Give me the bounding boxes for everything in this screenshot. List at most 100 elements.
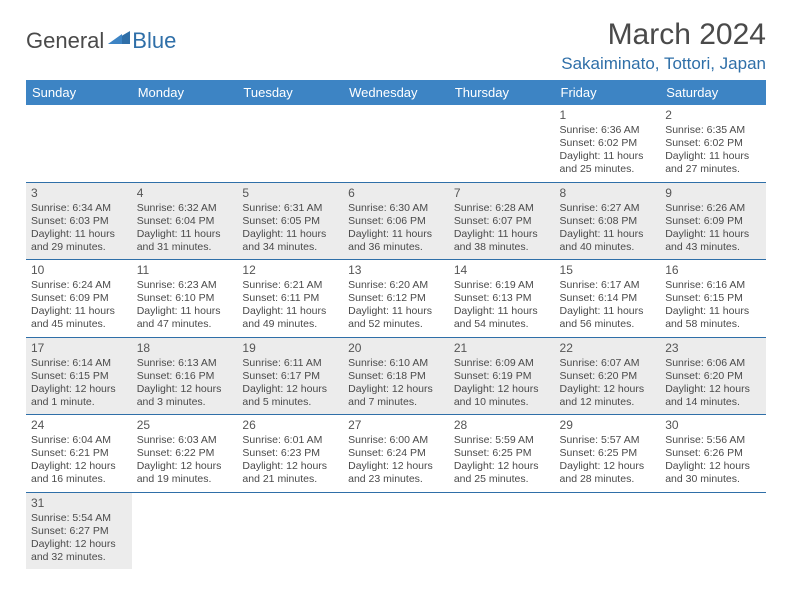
calendar-cell: 31Sunrise: 5:54 AMSunset: 6:27 PMDayligh…	[26, 492, 132, 569]
sunset-text: Sunset: 6:11 PM	[242, 292, 338, 305]
daylight-text: and 16 minutes.	[31, 473, 127, 486]
sunrise-text: Sunrise: 5:54 AM	[31, 512, 127, 525]
sunrise-text: Sunrise: 5:59 AM	[454, 434, 550, 447]
sunset-text: Sunset: 6:02 PM	[560, 137, 656, 150]
header-bar: General Blue March 2024 Sakaiminato, Tot…	[26, 18, 766, 74]
day-number: 11	[137, 263, 233, 278]
day-header: Wednesday	[343, 80, 449, 105]
sunset-text: Sunset: 6:15 PM	[665, 292, 761, 305]
calendar-week: 24Sunrise: 6:04 AMSunset: 6:21 PM Dayligh…	[26, 415, 766, 493]
day-header: Saturday	[660, 80, 766, 105]
day-number: 27	[348, 418, 444, 433]
daylight-text: Daylight: 11 hours	[665, 228, 761, 241]
sunset-text: Sunset: 6:14 PM	[560, 292, 656, 305]
calendar-cell: 9Sunrise: 6:26 AMSunset: 6:09 PMDaylight…	[660, 182, 766, 260]
daylight-text: and 25 minutes.	[560, 163, 656, 176]
title-block: March 2024 Sakaiminato, Tottori, Japan	[561, 18, 766, 74]
sunset-text: Sunset: 6:10 PM	[137, 292, 233, 305]
sunrise-text: Sunrise: 6:11 AM	[242, 357, 338, 370]
sunrise-text: Sunrise: 6:07 AM	[560, 357, 656, 370]
daylight-text: and 30 minutes.	[665, 473, 761, 486]
calendar-week: 3Sunrise: 6:34 AMSunset: 6:03 PMDaylight…	[26, 182, 766, 260]
sunrise-text: Sunrise: 6:30 AM	[348, 202, 444, 215]
daylight-text: Daylight: 12 hours	[454, 460, 550, 473]
day-number: 30	[665, 418, 761, 433]
sunrise-text: Sunrise: 6:09 AM	[454, 357, 550, 370]
sunset-text: Sunset: 6:21 PM	[31, 447, 127, 460]
sunrise-text: Sunrise: 6:10 AM	[348, 357, 444, 370]
daylight-text: and 5 minutes.	[242, 396, 338, 409]
sunrise-text: Sunrise: 6:36 AM	[560, 124, 656, 137]
sunset-text: Sunset: 6:06 PM	[348, 215, 444, 228]
daylight-text: and 10 minutes.	[454, 396, 550, 409]
sunrise-text: Sunrise: 6:01 AM	[242, 434, 338, 447]
sunrise-text: Sunrise: 6:20 AM	[348, 279, 444, 292]
daylight-text: Daylight: 12 hours	[31, 538, 127, 551]
day-number: 5	[242, 186, 338, 201]
calendar-cell: 20Sunrise: 6:10 AMSunset: 6:18 PMDayligh…	[343, 337, 449, 415]
daylight-text: Daylight: 11 hours	[665, 150, 761, 163]
daylight-text: and 43 minutes.	[665, 241, 761, 254]
daylight-text: and 27 minutes.	[665, 163, 761, 176]
sunset-text: Sunset: 6:08 PM	[560, 215, 656, 228]
sunset-text: Sunset: 6:22 PM	[137, 447, 233, 460]
daylight-text: and 7 minutes.	[348, 396, 444, 409]
day-number: 3	[31, 186, 127, 201]
calendar-cell: 23Sunrise: 6:06 AMSunset: 6:20 PMDayligh…	[660, 337, 766, 415]
day-number: 18	[137, 341, 233, 356]
daylight-text: and 45 minutes.	[31, 318, 127, 331]
sunset-text: Sunset: 6:13 PM	[454, 292, 550, 305]
calendar-cell: 30Sunrise: 5:56 AMSunset: 6:26 PMDayligh…	[660, 415, 766, 493]
daylight-text: Daylight: 12 hours	[31, 383, 127, 396]
sunrise-text: Sunrise: 6:19 AM	[454, 279, 550, 292]
calendar-cell: 7Sunrise: 6:28 AMSunset: 6:07 PMDaylight…	[449, 182, 555, 260]
day-number: 26	[242, 418, 338, 433]
calendar-cell: 28Sunrise: 5:59 AMSunset: 6:25 PMDayligh…	[449, 415, 555, 493]
calendar-cell: 17Sunrise: 6:14 AMSunset: 6:15 PMDayligh…	[26, 337, 132, 415]
sunrise-text: Sunrise: 6:14 AM	[31, 357, 127, 370]
sunrise-text: Sunrise: 6:23 AM	[137, 279, 233, 292]
day-number: 24	[31, 418, 127, 433]
calendar-cell	[132, 492, 238, 569]
daylight-text: and 28 minutes.	[560, 473, 656, 486]
daylight-text: and 38 minutes.	[454, 241, 550, 254]
sunrise-text: Sunrise: 6:28 AM	[454, 202, 550, 215]
sunrise-text: Sunrise: 6:32 AM	[137, 202, 233, 215]
sunset-text: Sunset: 6:25 PM	[560, 447, 656, 460]
calendar-cell	[449, 105, 555, 182]
calendar-cell	[237, 492, 343, 569]
day-number: 10	[31, 263, 127, 278]
daylight-text: Daylight: 11 hours	[454, 228, 550, 241]
daylight-text: Daylight: 12 hours	[348, 383, 444, 396]
sunset-text: Sunset: 6:24 PM	[348, 447, 444, 460]
calendar-cell: 18Sunrise: 6:13 AMSunset: 6:16 PMDayligh…	[132, 337, 238, 415]
sunset-text: Sunset: 6:23 PM	[242, 447, 338, 460]
day-number: 28	[454, 418, 550, 433]
sunset-text: Sunset: 6:15 PM	[31, 370, 127, 383]
sunrise-text: Sunrise: 6:04 AM	[31, 434, 127, 447]
sunset-text: Sunset: 6:20 PM	[560, 370, 656, 383]
daylight-text: Daylight: 11 hours	[454, 305, 550, 318]
sunrise-text: Sunrise: 6:03 AM	[137, 434, 233, 447]
day-header: Thursday	[449, 80, 555, 105]
day-number: 29	[560, 418, 656, 433]
daylight-text: and 14 minutes.	[665, 396, 761, 409]
sunset-text: Sunset: 6:19 PM	[454, 370, 550, 383]
calendar-cell: 6Sunrise: 6:30 AMSunset: 6:06 PMDaylight…	[343, 182, 449, 260]
sunrise-text: Sunrise: 6:17 AM	[560, 279, 656, 292]
daylight-text: and 31 minutes.	[137, 241, 233, 254]
daylight-text: Daylight: 11 hours	[242, 228, 338, 241]
daylight-text: Daylight: 11 hours	[560, 305, 656, 318]
logo-text-general: General	[26, 28, 104, 54]
sunrise-text: Sunrise: 6:13 AM	[137, 357, 233, 370]
sunset-text: Sunset: 6:12 PM	[348, 292, 444, 305]
day-number: 23	[665, 341, 761, 356]
daylight-text: and 19 minutes.	[137, 473, 233, 486]
day-number: 20	[348, 341, 444, 356]
calendar-cell: 4Sunrise: 6:32 AMSunset: 6:04 PMDaylight…	[132, 182, 238, 260]
calendar-cell: 3Sunrise: 6:34 AMSunset: 6:03 PMDaylight…	[26, 182, 132, 260]
day-number: 2	[665, 108, 761, 123]
calendar-table: Sunday Monday Tuesday Wednesday Thursday…	[26, 80, 766, 569]
daylight-text: and 34 minutes.	[242, 241, 338, 254]
day-number: 31	[31, 496, 127, 511]
